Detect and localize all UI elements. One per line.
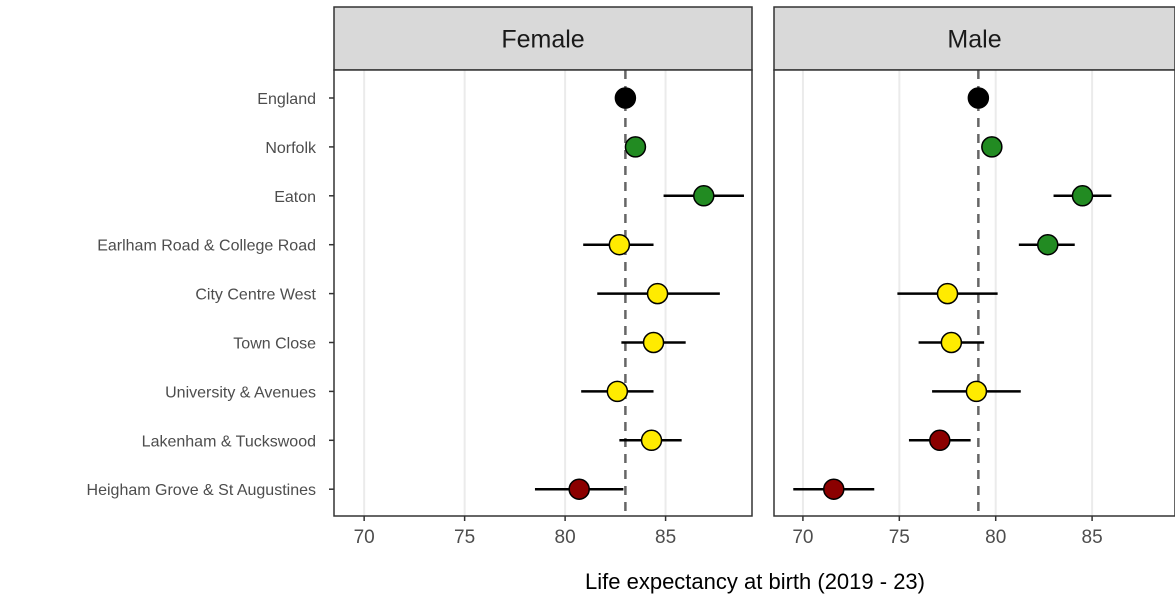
- data-point: [965, 380, 988, 403]
- data-point: [929, 429, 951, 452]
- data-point: [614, 87, 637, 109]
- data-point: [936, 282, 959, 305]
- x-tick-label: 80: [985, 527, 1006, 548]
- data-point: [1037, 233, 1059, 256]
- data-point: [967, 87, 990, 109]
- category-label: Lakenham & Tuckswood: [142, 433, 316, 450]
- x-axis-title: Life expectancy at birth (2019 - 23): [585, 569, 925, 594]
- category-label: Town Close: [233, 336, 316, 353]
- x-tick-label: 75: [889, 527, 910, 548]
- data-point: [940, 331, 963, 354]
- x-tick-label: 80: [555, 527, 576, 548]
- data-point: [642, 331, 665, 354]
- x-tick-label: 85: [655, 527, 676, 548]
- data-point: [606, 380, 629, 403]
- data-point: [823, 478, 845, 500]
- data-point: [568, 478, 590, 500]
- facet-panels: Female 70 75 80 85 Male 70 75 80 85: [333, 6, 1175, 548]
- category-label: Norfolk: [265, 140, 317, 157]
- x-tick-label: 70: [354, 527, 375, 548]
- data-point: [624, 136, 647, 158]
- x-tick-label: 85: [1082, 527, 1103, 548]
- facet-strip-label: Male: [947, 26, 1001, 54]
- x-tick-label: 70: [792, 527, 813, 548]
- panel-border: [773, 69, 1175, 517]
- data-point: [646, 282, 669, 305]
- facet-female: Female 70 75 80 85: [333, 6, 753, 548]
- category-label: Heigham Grove & St Augustines: [87, 482, 316, 499]
- data-point: [693, 185, 715, 207]
- category-label: University & Avenues: [165, 384, 316, 401]
- category-label: City Centre West: [195, 287, 316, 304]
- category-label: Eaton: [274, 189, 316, 206]
- facet-strip: [773, 6, 1175, 71]
- category-labels: England Norfolk Eaton Earlham Road & Colleg…: [87, 91, 334, 499]
- data-point: [640, 429, 663, 452]
- category-label: England: [257, 91, 316, 108]
- x-tick-label: 75: [454, 527, 475, 548]
- facet-strip: [333, 6, 753, 71]
- category-label: Earlham Road & College Road: [97, 238, 316, 255]
- data-point: [608, 233, 631, 256]
- facet-strip-label: Female: [501, 26, 584, 54]
- data-point: [981, 136, 1003, 158]
- facet-male: Male 70 75 80 85: [773, 6, 1175, 548]
- data-point: [1071, 185, 1094, 207]
